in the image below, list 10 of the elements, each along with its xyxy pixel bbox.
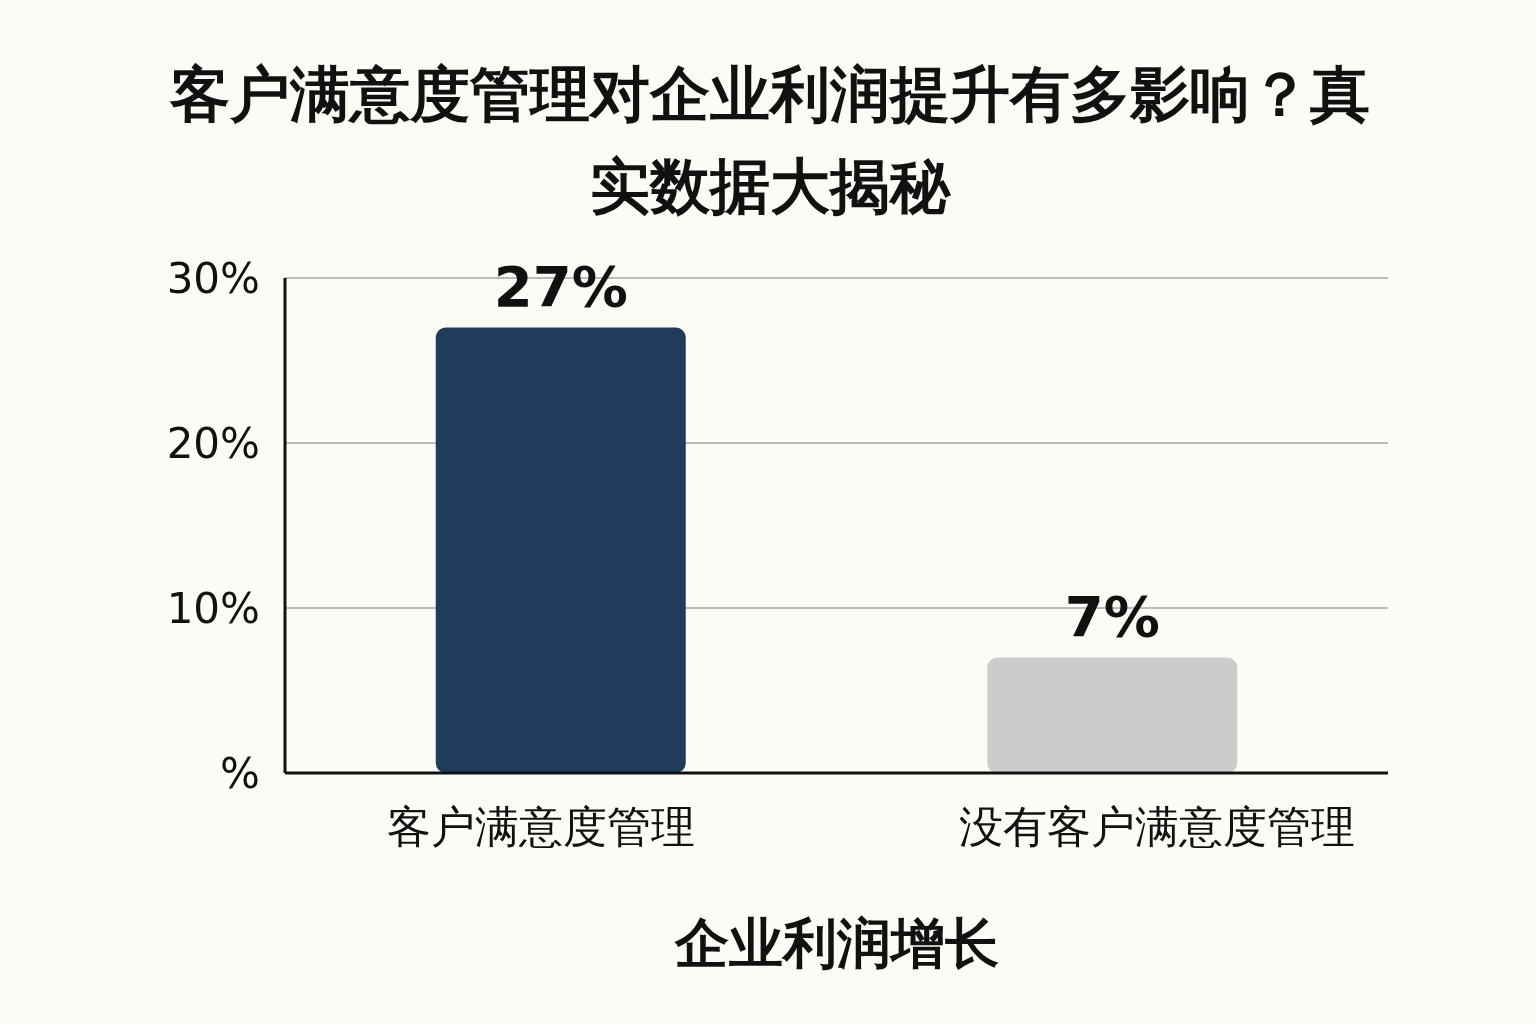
- x-axis-title: 企业利润增长: [673, 912, 999, 975]
- data-label: 27%: [493, 253, 628, 319]
- chart-title: 客户满意度管理对企业利润提升有多影响？真实数据大揭秘: [169, 58, 1371, 223]
- y-tick-label: 10%: [166, 584, 260, 633]
- y-tick-label: %: [220, 749, 260, 798]
- data-label: 7%: [1064, 583, 1160, 649]
- y-tick-label: 30%: [166, 254, 260, 303]
- x-tick-label: 没有客户满意度管理: [959, 801, 1356, 852]
- y-tick-label: 20%: [166, 419, 260, 468]
- x-tick-label: 客户满意度管理: [386, 801, 695, 852]
